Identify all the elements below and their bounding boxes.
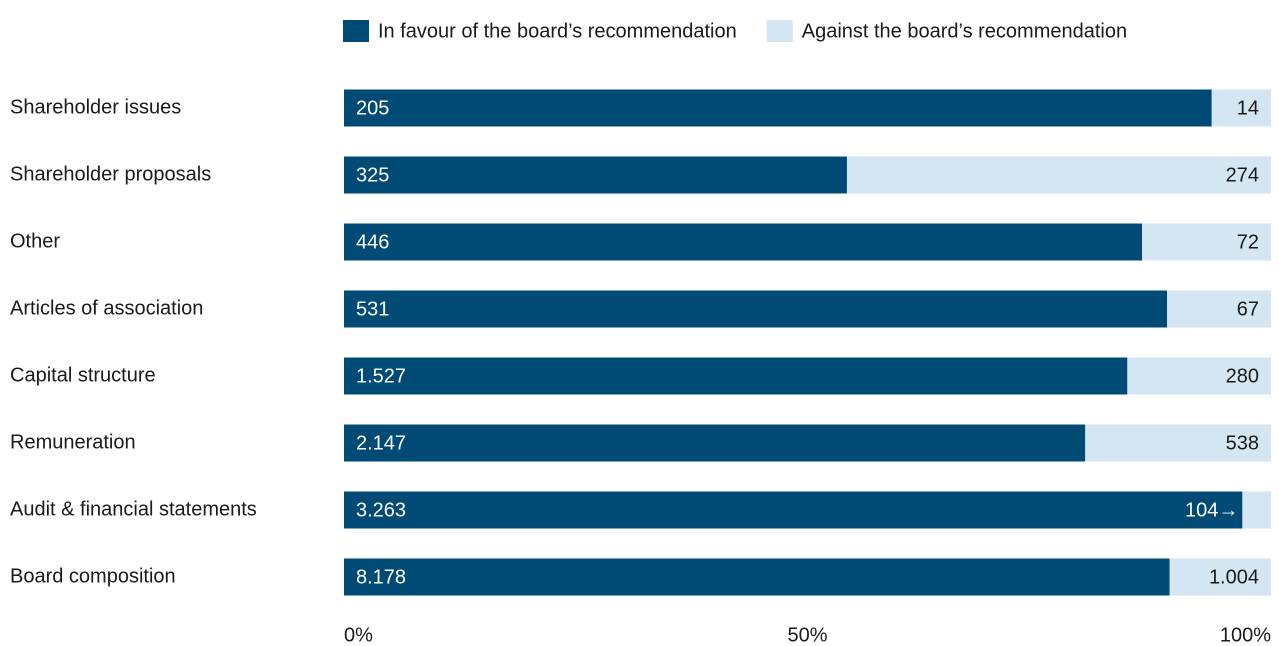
data-label: 2.147 [356, 432, 406, 454]
data-label: 14 [1237, 97, 1259, 119]
data-label: 1.004 [1209, 566, 1259, 588]
data-label: 8.178 [356, 566, 406, 588]
data-label: 67 [1237, 298, 1259, 320]
bar-segment [846, 156, 1271, 194]
bar-segment [344, 558, 1170, 596]
category-label: Shareholder issues [10, 96, 181, 118]
bar-segment [344, 223, 1143, 261]
data-label: 531 [356, 298, 389, 320]
bar-segment [1242, 491, 1271, 529]
category-label: Audit & financial statements [10, 498, 257, 520]
category-label: Shareholder proposals [10, 163, 211, 185]
bar-segment [1169, 558, 1271, 596]
x-tick-label: 100% [1220, 624, 1271, 646]
legend-label: In favour of the board’s recommendation [378, 20, 737, 42]
data-label: 325 [356, 164, 389, 186]
data-label: 446 [356, 231, 389, 253]
x-tick-label: 50% [787, 624, 827, 646]
bar-segment [344, 491, 1243, 529]
legend-label: Against the board’s recommendation [802, 20, 1127, 42]
data-label: 538 [1226, 432, 1259, 454]
data-label: 3.263 [356, 499, 406, 521]
data-label: 274 [1226, 164, 1259, 186]
bar-segment [344, 357, 1128, 395]
category-label: Remuneration [10, 431, 136, 453]
category-label: Other [10, 230, 60, 252]
bar-segment [344, 290, 1168, 328]
category-label: Capital structure [10, 364, 156, 386]
data-label: 72 [1237, 231, 1259, 253]
legend-swatch [766, 20, 793, 42]
x-tick-label: 0% [344, 624, 373, 646]
bar-segment [1211, 89, 1271, 127]
data-label: 104→ [1185, 499, 1238, 521]
category-label: Articles of association [10, 297, 203, 319]
data-label: 280 [1226, 365, 1259, 387]
bar-segment [1167, 290, 1271, 328]
bar-segment [1085, 424, 1271, 462]
legend-swatch [343, 20, 369, 42]
bar-segment [344, 424, 1086, 462]
bar-segment [344, 89, 1212, 127]
bar-segment [1142, 223, 1271, 261]
data-label: 1.527 [356, 365, 406, 387]
bar-segment [1127, 357, 1271, 395]
category-label: Board composition [10, 565, 176, 587]
data-label: 205 [356, 97, 389, 119]
bar-segment [344, 156, 847, 194]
